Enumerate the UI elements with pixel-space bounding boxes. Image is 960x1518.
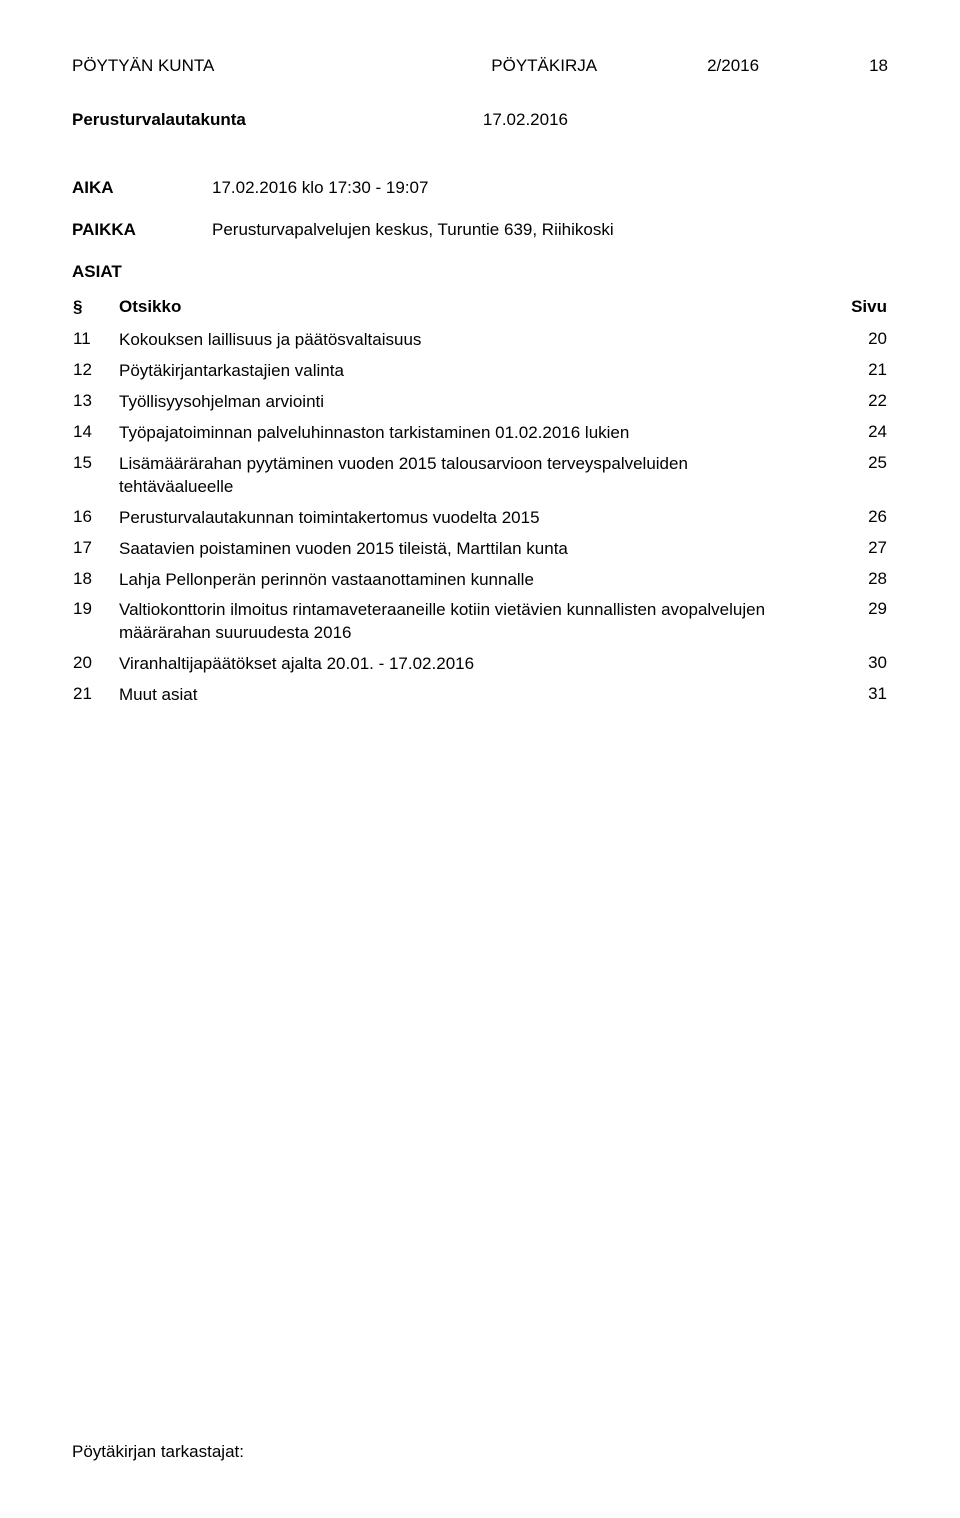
cell-section: 20 bbox=[72, 649, 118, 680]
cell-page: 22 bbox=[830, 387, 888, 418]
cell-page: 27 bbox=[830, 534, 888, 565]
aika-value: 17.02.2016 klo 17:30 - 19:07 bbox=[212, 178, 888, 198]
paikka-row: PAIKKA Perusturvapalvelujen keskus, Turu… bbox=[72, 220, 888, 240]
aika-row: AIKA 17.02.2016 klo 17:30 - 19:07 bbox=[72, 178, 888, 198]
agenda-table-body: 11 Kokouksen laillisuus ja päätösvaltais… bbox=[72, 325, 888, 711]
cell-page: 21 bbox=[830, 356, 888, 387]
doc-number: 2/2016 bbox=[707, 56, 759, 76]
table-row: 16 Perusturvalautakunnan toimintakertomu… bbox=[72, 503, 888, 534]
cell-title: Kokouksen laillisuus ja päätösvaltaisuus bbox=[118, 325, 830, 356]
org-name: PÖYTYÄN KUNTA bbox=[72, 56, 214, 76]
cell-section: 18 bbox=[72, 565, 118, 596]
cell-section: 17 bbox=[72, 534, 118, 565]
table-row: 21 Muut asiat 31 bbox=[72, 680, 888, 711]
committee-date: 17.02.2016 bbox=[483, 110, 568, 130]
cell-title: Saatavien poistaminen vuoden 2015 tileis… bbox=[118, 534, 830, 565]
paikka-label: PAIKKA bbox=[72, 220, 212, 240]
cell-section: 19 bbox=[72, 595, 118, 649]
agenda-header-row: § Otsikko Sivu bbox=[72, 296, 888, 325]
agenda-table: § Otsikko Sivu 11 Kokouksen laillisuus j… bbox=[72, 296, 888, 711]
cell-page: 26 bbox=[830, 503, 888, 534]
cell-section: 11 bbox=[72, 325, 118, 356]
cell-title: Muut asiat bbox=[118, 680, 830, 711]
table-row: 13 Työllisyysohjelman arviointi 22 bbox=[72, 387, 888, 418]
cell-title: Lahja Pellonperän perinnön vastaanottami… bbox=[118, 565, 830, 596]
table-row: 14 Työpajatoiminnan palveluhinnaston tar… bbox=[72, 418, 888, 449]
aika-label: AIKA bbox=[72, 178, 212, 198]
cell-section: 12 bbox=[72, 356, 118, 387]
agenda-table-head: § Otsikko Sivu bbox=[72, 296, 888, 325]
doc-type: PÖYTÄKIRJA bbox=[491, 56, 597, 76]
table-row: 15 Lisämäärärahan pyytäminen vuoden 2015… bbox=[72, 449, 888, 503]
cell-page: 29 bbox=[830, 595, 888, 649]
footer-reviewers: Pöytäkirjan tarkastajat: bbox=[72, 1442, 244, 1462]
table-row: 17 Saatavien poistaminen vuoden 2015 til… bbox=[72, 534, 888, 565]
cell-section: 15 bbox=[72, 449, 118, 503]
cell-title: Lisämäärärahan pyytäminen vuoden 2015 ta… bbox=[118, 449, 830, 503]
cell-title: Perusturvalautakunnan toimintakertomus v… bbox=[118, 503, 830, 534]
cell-page: 30 bbox=[830, 649, 888, 680]
committee-name: Perusturvalautakunta bbox=[72, 110, 246, 130]
asiat-label: ASIAT bbox=[72, 262, 888, 282]
page-number: 18 bbox=[869, 56, 888, 76]
table-row: 12 Pöytäkirjantarkastajien valinta 21 bbox=[72, 356, 888, 387]
page-root: PÖYTYÄN KUNTA PÖYTÄKIRJA 2/2016 18 Perus… bbox=[0, 0, 960, 1518]
cell-section: 14 bbox=[72, 418, 118, 449]
cell-page: 28 bbox=[830, 565, 888, 596]
header-right: PÖYTÄKIRJA 2/2016 18 bbox=[491, 56, 888, 76]
col-header-page: Sivu bbox=[830, 296, 888, 325]
table-row: 18 Lahja Pellonperän perinnön vastaanott… bbox=[72, 565, 888, 596]
cell-page: 31 bbox=[830, 680, 888, 711]
cell-title: Pöytäkirjantarkastajien valinta bbox=[118, 356, 830, 387]
meta-block: AIKA 17.02.2016 klo 17:30 - 19:07 PAIKKA… bbox=[72, 178, 888, 240]
cell-page: 20 bbox=[830, 325, 888, 356]
header-row: PÖYTYÄN KUNTA PÖYTÄKIRJA 2/2016 18 bbox=[72, 56, 888, 76]
cell-page: 25 bbox=[830, 449, 888, 503]
col-header-section: § bbox=[72, 296, 118, 325]
committee-row: Perusturvalautakunta 17.02.2016 bbox=[72, 110, 888, 130]
cell-title: Viranhaltijapäätökset ajalta 20.01. - 17… bbox=[118, 649, 830, 680]
cell-title: Työllisyysohjelman arviointi bbox=[118, 387, 830, 418]
cell-section: 21 bbox=[72, 680, 118, 711]
cell-section: 16 bbox=[72, 503, 118, 534]
table-row: 20 Viranhaltijapäätökset ajalta 20.01. -… bbox=[72, 649, 888, 680]
cell-title: Valtiokonttorin ilmoitus rintamaveteraan… bbox=[118, 595, 830, 649]
table-row: 11 Kokouksen laillisuus ja päätösvaltais… bbox=[72, 325, 888, 356]
cell-title: Työpajatoiminnan palveluhinnaston tarkis… bbox=[118, 418, 830, 449]
cell-page: 24 bbox=[830, 418, 888, 449]
table-row: 19 Valtiokonttorin ilmoitus rintamaveter… bbox=[72, 595, 888, 649]
cell-section: 13 bbox=[72, 387, 118, 418]
col-header-title: Otsikko bbox=[118, 296, 830, 325]
paikka-value: Perusturvapalvelujen keskus, Turuntie 63… bbox=[212, 220, 888, 240]
